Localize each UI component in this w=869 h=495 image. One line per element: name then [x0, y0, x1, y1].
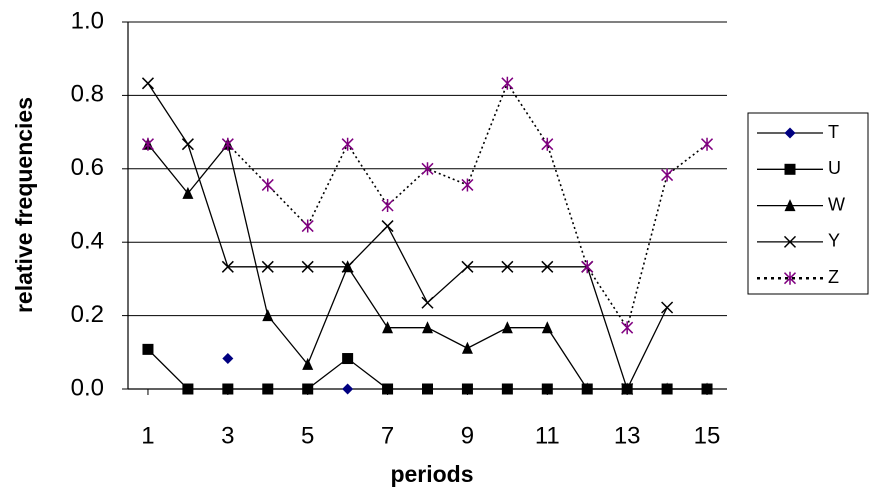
- x-tick-label: 1: [141, 422, 154, 449]
- marker: [382, 383, 394, 395]
- marker: [461, 260, 474, 273]
- x-tick-label: 11: [535, 422, 560, 449]
- marker: [541, 260, 554, 273]
- x-tick-label: 15: [694, 422, 721, 449]
- marker: [501, 383, 513, 395]
- marker: [182, 383, 194, 395]
- marker: [461, 383, 473, 395]
- legend-label: U: [828, 158, 841, 178]
- x-tick-label: 5: [301, 422, 314, 449]
- marker: [341, 137, 354, 151]
- marker: [382, 321, 394, 334]
- marker: [541, 137, 554, 151]
- marker: [661, 382, 673, 395]
- series-line: [147, 348, 708, 390]
- marker: [262, 383, 274, 395]
- marker: [301, 219, 314, 233]
- marker: [222, 383, 234, 395]
- marker: [181, 138, 194, 151]
- marker: [701, 137, 714, 151]
- y-tick-label: 0.2: [71, 301, 104, 328]
- legend-label: T: [828, 122, 839, 142]
- legend-label: Z: [828, 267, 839, 287]
- y-tick-label: 0.8: [71, 81, 104, 108]
- x-tick-label: 3: [221, 422, 234, 449]
- marker: [381, 199, 394, 212]
- marker: [381, 220, 394, 233]
- marker: [661, 301, 674, 314]
- marker: [421, 162, 434, 176]
- marker: [221, 137, 234, 151]
- marker: [301, 260, 314, 273]
- marker: [261, 260, 274, 273]
- x-tick-label: 7: [381, 422, 394, 449]
- y-tick-label: 0.4: [71, 228, 104, 255]
- marker: [262, 309, 274, 322]
- marker: [342, 353, 354, 365]
- marker: [501, 76, 514, 90]
- marker: [541, 321, 553, 334]
- marker: [302, 357, 314, 370]
- marker: [461, 341, 473, 354]
- marker: [621, 382, 634, 396]
- marker: [661, 168, 674, 182]
- legend-label: W: [828, 194, 845, 214]
- marker: [341, 260, 354, 273]
- marker: [783, 271, 797, 285]
- marker: [142, 343, 154, 355]
- marker: [261, 178, 274, 192]
- marker: [182, 186, 194, 199]
- x-axis-title: periods: [390, 461, 473, 487]
- x-tick-label: 13: [614, 422, 641, 449]
- marker: [784, 199, 796, 212]
- marker: [141, 137, 154, 151]
- marker: [501, 260, 514, 273]
- marker: [222, 353, 234, 365]
- y-tick-label: 0.0: [71, 374, 104, 401]
- legend-box: [747, 112, 869, 295]
- y-tick-label: 1.0: [71, 7, 104, 34]
- marker: [581, 260, 594, 274]
- marker: [422, 383, 433, 395]
- marker: [621, 321, 634, 335]
- series-line: [227, 81, 708, 330]
- marker: [221, 260, 234, 273]
- marker: [461, 178, 474, 192]
- series-line: [147, 82, 668, 391]
- x-tick-label: 9: [461, 422, 474, 449]
- marker: [783, 235, 797, 248]
- y-tick-label: 0.6: [71, 154, 104, 181]
- y-axis-title: relative frequencies: [11, 97, 37, 313]
- marker: [701, 382, 713, 395]
- legend-label: Y: [828, 231, 840, 251]
- marker: [421, 296, 434, 309]
- marker: [501, 321, 513, 334]
- marker: [141, 77, 154, 90]
- marker: [541, 383, 553, 395]
- marker: [581, 382, 593, 395]
- marker: [422, 321, 433, 334]
- marker: [784, 127, 796, 139]
- marker: [784, 163, 796, 175]
- marker: [302, 383, 314, 395]
- marker: [342, 383, 354, 395]
